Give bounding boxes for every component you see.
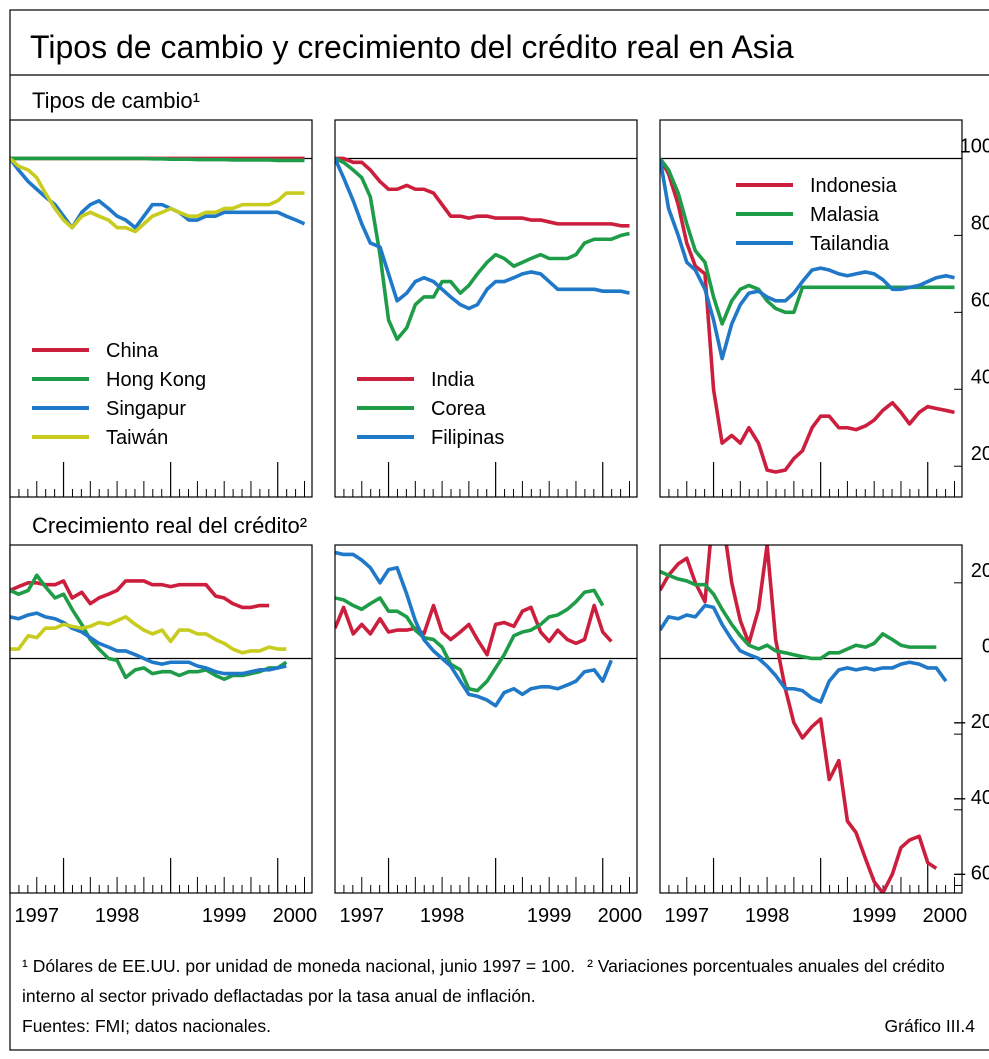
series-line: [660, 157, 955, 474]
y-tick-label: 80: [971, 212, 989, 234]
y-tick-label: 60: [971, 289, 989, 311]
panel-border: [334, 544, 638, 894]
y-tick-label: 20: [971, 560, 989, 582]
series-line: [660, 158, 955, 361]
series-line: [10, 157, 305, 234]
series-line: [335, 157, 630, 311]
series-line: [10, 579, 270, 610]
y-tick-label: 0: [982, 635, 989, 657]
series-line: [335, 588, 605, 693]
series-line: [335, 603, 613, 657]
legend-label: Hong Kong: [106, 369, 206, 391]
y-tick-label: 40: [971, 366, 989, 388]
x-tick-label: 1998: [95, 905, 140, 927]
legend-label: Taiwán: [106, 427, 168, 449]
section-title: Crecimiento real del crédito²: [32, 513, 307, 538]
legend-label: Tailandia: [810, 233, 890, 255]
y-tick-label: – 40: [954, 787, 989, 809]
footnote: ² Variaciones porcentuales anuales del c…: [22, 956, 945, 1006]
series-line: [10, 157, 306, 230]
chart-number: Gráfico III.4: [884, 1016, 975, 1036]
series-line: [10, 611, 287, 676]
series-line: [660, 569, 937, 661]
y-tick-label: 100: [960, 135, 989, 157]
legend-label: Filipinas: [431, 427, 504, 449]
source: Fuentes: FMI; datos nacionales.: [22, 1016, 272, 1036]
series-line: [335, 156, 630, 228]
chart-title: Tipos de cambio y crecimiento del crédit…: [30, 29, 794, 65]
series-line: [10, 615, 287, 655]
series-line: [660, 603, 948, 704]
legend-label: Malasia: [810, 204, 880, 226]
footnote: ¹ Dólares de EE.UU. por unidad de moneda…: [22, 956, 576, 976]
x-tick-label: 1997: [340, 905, 385, 927]
panel-border: [9, 119, 313, 498]
series-line: [10, 156, 305, 163]
panel: [10, 545, 312, 893]
x-tick-label: 1997: [15, 905, 60, 927]
legend-label: India: [431, 369, 475, 391]
y-tick-label: – 20: [954, 711, 989, 733]
frame: [9, 9, 989, 1051]
y-tick-label: 20: [971, 443, 989, 465]
legend-label: Indonesia: [810, 175, 898, 197]
panel-border: [9, 544, 313, 894]
footnotes: ¹ Dólares de EE.UU. por unidad de moneda…: [22, 951, 988, 1011]
panel: [660, 545, 962, 893]
series-line: [335, 550, 613, 708]
x-tick-label: 1999: [202, 905, 247, 927]
x-tick-label: 1998: [745, 905, 790, 927]
x-tick-label: 2000: [598, 905, 643, 927]
y-tick-label: – 60: [954, 862, 989, 884]
legend-label: Singapur: [106, 398, 186, 420]
series-line: [10, 573, 288, 682]
panel-border: [334, 119, 638, 498]
panel: [10, 120, 312, 497]
x-tick-label: 1999: [852, 905, 897, 927]
panel-border: [659, 119, 963, 498]
legend-label: Corea: [431, 398, 486, 420]
x-tick-label: 2000: [923, 905, 968, 927]
panel-border: [659, 544, 963, 894]
x-tick-label: 2000: [273, 905, 318, 927]
section-title: Tipos de cambio¹: [32, 88, 200, 113]
x-tick-label: 1999: [527, 905, 572, 927]
series-line: [335, 156, 630, 342]
x-tick-label: 1997: [665, 905, 710, 927]
legend-label: China: [106, 340, 159, 362]
x-tick-label: 1998: [420, 905, 465, 927]
